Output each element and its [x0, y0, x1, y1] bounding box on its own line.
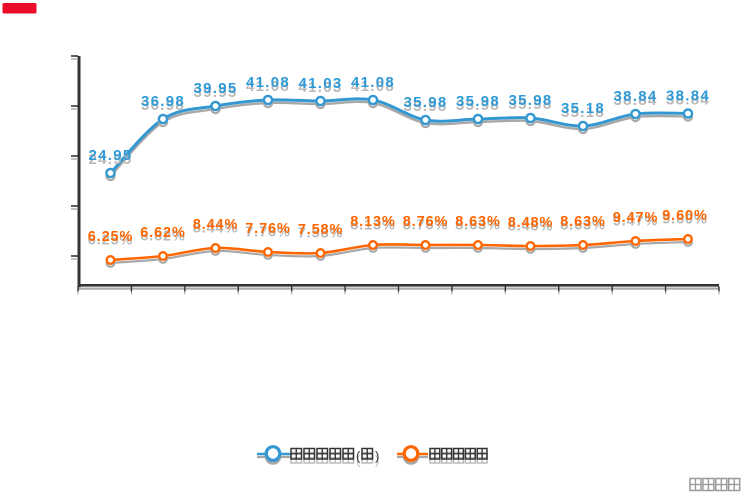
svg-text:8.63%: 8.63%: [560, 218, 606, 234]
svg-text:8.44%: 8.44%: [193, 221, 239, 237]
svg-text:8.76%: 8.76%: [403, 218, 449, 234]
svg-text:9.60%: 9.60%: [662, 208, 708, 224]
svg-text:35.18: 35.18: [561, 100, 605, 117]
svg-text:7.58%: 7.58%: [298, 222, 344, 238]
svg-text:): ): [375, 453, 379, 468]
svg-text:6.62%: 6.62%: [140, 229, 186, 245]
svg-text:8.63%: 8.63%: [455, 218, 501, 234]
svg-text:6.25%: 6.25%: [88, 233, 134, 249]
svg-text:(: (: [356, 453, 361, 468]
svg-text:41.03: 41.03: [298, 75, 342, 92]
svg-text:8.13%: 8.13%: [350, 214, 396, 230]
svg-text:38.84: 38.84: [666, 88, 710, 105]
svg-text:24.95: 24.95: [88, 147, 132, 164]
svg-text:41.03: 41.03: [298, 79, 342, 96]
svg-text:7.76%: 7.76%: [245, 225, 291, 241]
svg-text:41.08: 41.08: [246, 78, 290, 95]
svg-text:8.63%: 8.63%: [560, 214, 606, 230]
svg-text:41.08: 41.08: [351, 78, 395, 95]
svg-text:38.84: 38.84: [613, 92, 657, 109]
svg-text:8.44%: 8.44%: [193, 217, 239, 233]
svg-text:8.76%: 8.76%: [403, 214, 449, 230]
svg-text:7.58%: 7.58%: [298, 226, 344, 242]
svg-text:9.47%: 9.47%: [613, 214, 659, 230]
svg-text:8.13%: 8.13%: [350, 218, 396, 234]
svg-text:39.95: 39.95: [193, 80, 237, 97]
svg-text:35.98: 35.98: [403, 98, 447, 115]
svg-text:38.84: 38.84: [613, 88, 657, 105]
svg-text:8.48%: 8.48%: [508, 215, 554, 231]
svg-text:35.98: 35.98: [456, 97, 500, 114]
svg-text:8.63%: 8.63%: [455, 214, 501, 230]
svg-text:6.25%: 6.25%: [88, 229, 134, 245]
svg-text:): ): [375, 449, 379, 464]
svg-text:35.98: 35.98: [456, 93, 500, 110]
svg-text:36.98: 36.98: [141, 93, 185, 110]
svg-text:8.48%: 8.48%: [508, 219, 554, 235]
svg-text:35.98: 35.98: [403, 94, 447, 111]
svg-text:41.08: 41.08: [351, 74, 395, 91]
svg-text:38.84: 38.84: [666, 92, 710, 109]
svg-text:36.98: 36.98: [141, 97, 185, 114]
svg-text:(: (: [356, 449, 361, 464]
svg-text:9.47%: 9.47%: [613, 210, 659, 226]
svg-text:24.95: 24.95: [88, 151, 132, 168]
svg-text:35.18: 35.18: [561, 104, 605, 121]
svg-text:35.98: 35.98: [508, 92, 552, 109]
svg-text:7.76%: 7.76%: [245, 221, 291, 237]
svg-text:41.08: 41.08: [246, 74, 290, 91]
svg-text:6.62%: 6.62%: [140, 225, 186, 241]
svg-text:35.98: 35.98: [508, 96, 552, 113]
svg-text:9.60%: 9.60%: [662, 212, 708, 228]
svg-text:39.95: 39.95: [193, 84, 237, 101]
